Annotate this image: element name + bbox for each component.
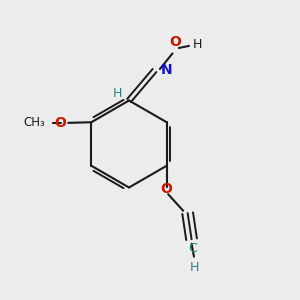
Text: H: H <box>112 87 122 101</box>
Text: H: H <box>190 261 200 274</box>
Text: C: C <box>189 242 197 255</box>
Text: O: O <box>169 35 181 50</box>
Text: O: O <box>54 116 66 130</box>
Text: CH₃: CH₃ <box>24 116 45 129</box>
Text: N: N <box>160 63 172 76</box>
Text: O: O <box>161 182 172 197</box>
Text: H: H <box>192 38 202 51</box>
